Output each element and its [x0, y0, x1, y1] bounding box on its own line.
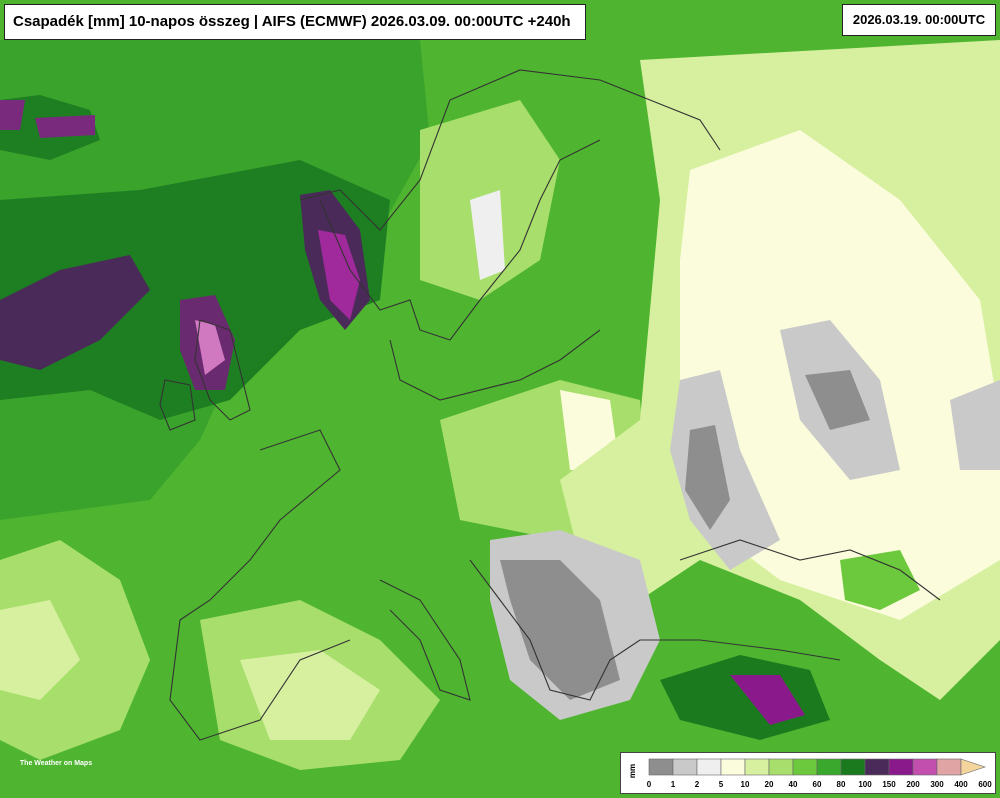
legend-swatch: [864, 758, 890, 776]
legend: mm 0 1 2 5 10 20 40 60 80 100 150 200 300 400 600: [620, 752, 996, 794]
legend-swatch: [744, 758, 770, 776]
legend-tick-label: 40: [789, 780, 798, 789]
legend-tick-label: 2: [695, 780, 700, 789]
light-precip: [0, 600, 80, 700]
legend-swatch: [936, 758, 962, 776]
legend-swatch: [912, 758, 938, 776]
legend-arrow: [960, 758, 986, 776]
legend-tick-label: 100: [858, 780, 872, 789]
dry-area: [685, 425, 730, 530]
legend-swatch: [888, 758, 914, 776]
legend-tick-label: 150: [882, 780, 896, 789]
valid-time: 2026.03.19. 00:00UTC: [842, 4, 996, 36]
extreme-precip: [730, 675, 805, 725]
legend-tick-label: 10: [741, 780, 750, 789]
light-precip: [240, 650, 380, 740]
legend-tick-label: 200: [906, 780, 920, 789]
map-title: Csapadék [mm] 10-napos összeg | AIFS (EC…: [4, 4, 586, 40]
extreme-precip: [0, 100, 95, 138]
legend-swatch: [696, 758, 722, 776]
extreme-precip: [195, 320, 225, 375]
legend-tick-label: 20: [765, 780, 774, 789]
legend-tick-label: 600: [978, 780, 992, 789]
legend-tick-label: 60: [813, 780, 822, 789]
legend-swatch: [672, 758, 698, 776]
legend-tick-label: 300: [930, 780, 944, 789]
heavy-precip: [0, 160, 390, 420]
legend-swatch: [648, 758, 674, 776]
dry-area: [670, 370, 780, 570]
legend-swatch: [816, 758, 842, 776]
heavy-precip: [660, 655, 830, 740]
dry-area: [950, 380, 1000, 470]
logo-text: The Weather on Maps: [19, 760, 93, 767]
legend-tick-label: 400: [954, 780, 968, 789]
legend-swatch: [768, 758, 794, 776]
legend-tick-label: 80: [837, 780, 846, 789]
dry-area: [805, 370, 870, 430]
legend-swatch: [720, 758, 746, 776]
legend-tick-label: 1: [671, 780, 676, 789]
legend-swatch: [792, 758, 818, 776]
legend-tick-label: 0: [647, 780, 652, 789]
extreme-precip: [318, 230, 360, 320]
dry-area: [500, 560, 620, 700]
coastlines: [159, 69, 941, 741]
legend-tick-label: 5: [719, 780, 724, 789]
legend-swatch: [840, 758, 866, 776]
dry-area: [470, 190, 505, 280]
legend-unit: mm: [628, 764, 637, 778]
legend-scale: mm 0 1 2 5 10 20 40 60 80 100 150 200 300 400 600: [628, 758, 992, 789]
moderate-precip: [840, 550, 920, 610]
extreme-precip: [0, 255, 150, 370]
